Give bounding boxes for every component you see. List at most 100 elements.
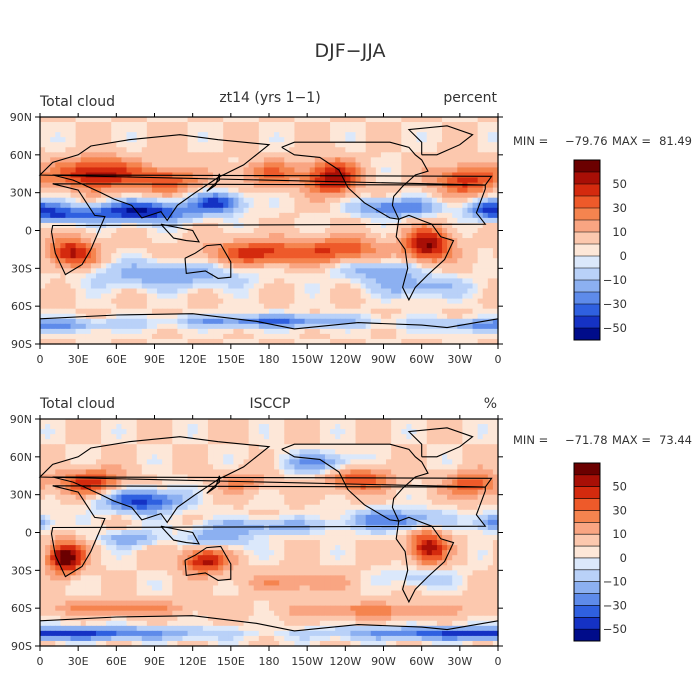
colorbar-label: 50	[612, 177, 627, 191]
colorbar-swatch	[574, 474, 600, 488]
colorbar-label: −30	[603, 598, 627, 612]
panel-2-x-axis: 0 30E 60E 90E 120E 150E 180 150W 120W 90W 60W 30W 0	[37, 415, 502, 668]
panel-2-max-label: MAX =	[612, 433, 651, 447]
panel-2-units: %	[484, 396, 497, 412]
colorbar-swatch	[574, 256, 600, 269]
coastline-7	[160, 223, 200, 243]
panel-1-field	[40, 117, 499, 345]
coastline-1	[38, 436, 493, 524]
panel-2-min-value: −71.78	[565, 433, 608, 447]
coastline-1	[38, 134, 493, 222]
colorbar-label: 30	[612, 201, 627, 215]
colorbar-swatch	[574, 546, 600, 559]
coastline-2	[184, 545, 232, 581]
x-tick-label: 30W	[447, 655, 472, 668]
panel-1-max-value: 81.49	[659, 134, 692, 148]
colorbar-swatch	[574, 220, 600, 233]
x-tick-label: 180	[259, 655, 280, 668]
colorbar-swatch	[574, 498, 600, 511]
coastline-4	[395, 516, 455, 604]
coastline-7	[160, 525, 200, 545]
figure-title: DJF−JJA	[315, 40, 386, 62]
panel-2-min-label: MIN =	[513, 433, 548, 447]
colorbar-swatch	[574, 268, 600, 281]
x-tick-label: 90W	[371, 655, 396, 668]
coastline-5	[407, 427, 474, 458]
colorbar-label: −10	[603, 273, 627, 287]
x-tick-label: 30W	[447, 353, 472, 366]
x-tick-label: 90W	[371, 353, 396, 366]
coastline-4	[395, 214, 455, 302]
panel-1-colorbar: 50 30 10 0 −10 −30 −50	[573, 159, 627, 341]
panel-2-left-label: Total cloud	[39, 396, 115, 412]
panel-1-y-axis: 90N 60N 30N 0 30S 60S 90S	[10, 111, 503, 351]
x-tick-label: 150E	[217, 353, 245, 366]
x-tick-label: 30E	[68, 353, 89, 366]
panel-2-max-value: 73.44	[659, 433, 692, 447]
coastline-0	[50, 485, 487, 578]
colorbar-swatch	[574, 208, 600, 221]
panel-1-left-label: Total cloud	[39, 94, 115, 110]
panel-1-coastlines	[38, 125, 499, 330]
panel-2-title: ISCCP	[249, 396, 290, 412]
colorbar-swatch	[574, 569, 600, 583]
coastline-8	[206, 475, 220, 494]
colorbar-swatch	[574, 605, 600, 618]
y-tick-label: 60S	[11, 300, 32, 313]
panel-2-coastlines	[38, 427, 499, 632]
colorbar-swatch	[574, 486, 600, 499]
colorbar-swatch	[574, 304, 600, 317]
y-tick-label: 30N	[10, 489, 32, 502]
colorbar-label: 0	[620, 249, 627, 263]
colorbar-label: 0	[620, 551, 627, 565]
colorbar-swatch	[574, 629, 600, 642]
colorbar-label: 10	[612, 527, 627, 541]
colorbar-swatch	[574, 316, 600, 329]
colorbar-swatch	[574, 196, 600, 209]
x-tick-label: 0	[37, 353, 44, 366]
y-tick-label: 30S	[11, 564, 32, 577]
colorbar-frame	[573, 159, 601, 341]
x-tick-label: 180	[259, 353, 280, 366]
x-tick-label: 0	[495, 353, 502, 366]
y-tick-label: 90S	[11, 640, 32, 653]
panel-1: Total cloud zt14 (yrs 1−1) percent 0 30E 6…	[10, 90, 692, 366]
panel-1-max-label: MAX =	[612, 134, 651, 148]
y-tick-label: 0	[25, 527, 32, 540]
x-tick-label: 30E	[68, 655, 89, 668]
panel-1-min-label: MIN =	[513, 134, 548, 148]
colorbar-swatch	[574, 534, 600, 547]
y-tick-label: 30N	[10, 187, 32, 200]
coastline-6	[39, 313, 499, 330]
y-tick-label: 90N	[10, 413, 32, 426]
coastline-3	[281, 141, 429, 220]
x-tick-label: 60W	[409, 655, 434, 668]
x-tick-label: 150E	[217, 655, 245, 668]
coastline-5	[407, 125, 474, 156]
x-tick-label: 0	[495, 655, 502, 668]
y-tick-label: 30S	[11, 262, 32, 275]
colorbar-swatch	[574, 463, 600, 476]
colorbar-label: 30	[612, 503, 627, 517]
x-tick-label: 60W	[409, 353, 434, 366]
colorbar-label: 50	[612, 480, 627, 494]
x-tick-label: 60E	[106, 353, 127, 366]
colorbar-swatch	[574, 172, 600, 185]
y-tick-label: 60N	[10, 451, 32, 464]
x-tick-label: 150W	[291, 353, 323, 366]
colorbar-swatch	[574, 510, 600, 523]
colorbar-label: 10	[612, 225, 627, 239]
colorbar-frame	[573, 462, 601, 642]
y-tick-label: 0	[25, 225, 32, 238]
colorbar-swatch	[574, 522, 600, 535]
y-tick-label: 60N	[10, 149, 32, 162]
colorbar-swatch	[574, 593, 600, 606]
x-tick-label: 120W	[329, 353, 361, 366]
y-tick-label: 90S	[11, 338, 32, 351]
y-tick-label: 90N	[10, 111, 32, 124]
coastline-0	[50, 183, 487, 276]
x-tick-label: 90E	[144, 353, 165, 366]
panel-1-units: percent	[443, 90, 497, 106]
colorbar-swatch	[574, 160, 600, 173]
